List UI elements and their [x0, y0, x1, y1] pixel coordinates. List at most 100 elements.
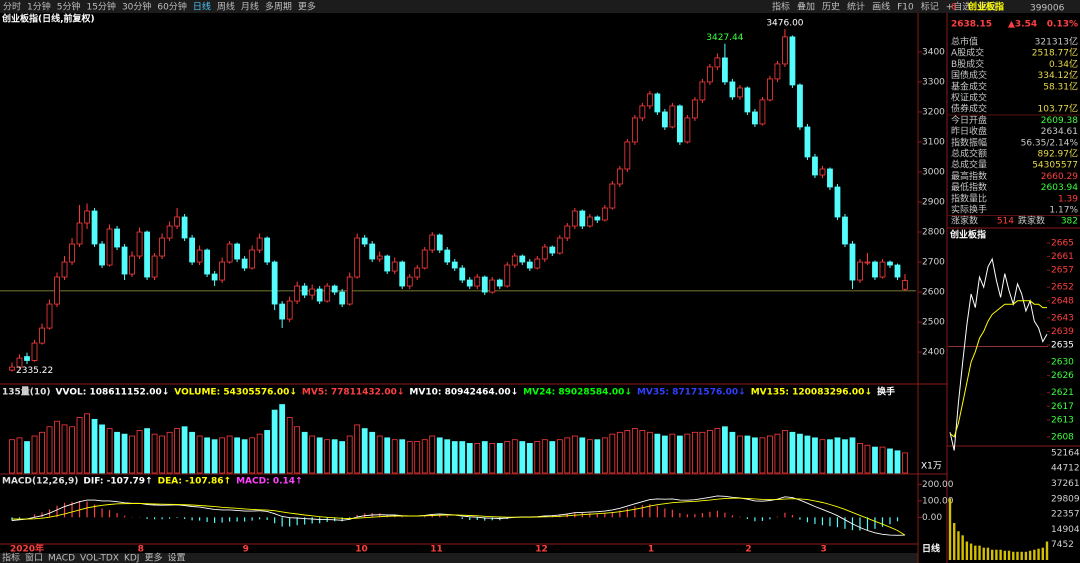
- y-tick-label: 3400: [922, 47, 945, 57]
- volume-bar: [399, 439, 406, 474]
- candle-body: [444, 249, 451, 263]
- volume-bar: [174, 428, 180, 474]
- tool-button[interactable]: 统计: [847, 1, 865, 13]
- volume-bar: [106, 428, 113, 474]
- candle-body: [301, 285, 308, 296]
- volume-bar: [684, 433, 691, 474]
- info-value: 0.34亿: [1049, 58, 1078, 70]
- candle-body: [654, 93, 661, 113]
- x-tick-label: 10: [355, 545, 368, 555]
- bottom-tab[interactable]: MACD: [48, 554, 75, 563]
- candle-body: [872, 261, 878, 278]
- info-value: 58.31亿: [1043, 80, 1078, 92]
- indicator-readout: VVOL: 108611152.00↓: [56, 388, 170, 398]
- toolbar-bg: [0, 0, 1080, 13]
- period-tab[interactable]: 15分钟: [86, 1, 115, 13]
- tool-button[interactable]: 画线: [872, 1, 890, 13]
- bottom-tab[interactable]: 窗口: [25, 552, 43, 563]
- period-tab[interactable]: 30分钟: [122, 1, 151, 13]
- volume-bar: [526, 442, 533, 474]
- y-tick-label: 2643: [1051, 313, 1074, 323]
- volume-bar: [211, 439, 218, 474]
- mini-volume-bar: [957, 531, 960, 560]
- bottom-bar-bg: [0, 553, 918, 563]
- info-value: 54305577: [1032, 161, 1078, 171]
- period-tab[interactable]: 更多: [298, 1, 316, 13]
- tool-button[interactable]: 返回: [978, 1, 996, 13]
- candle-body: [399, 261, 406, 287]
- x-tick-label: 11: [430, 545, 443, 555]
- period-tab[interactable]: 月线: [241, 1, 259, 13]
- volume-bar: [159, 435, 165, 474]
- candle-body: [481, 276, 488, 293]
- candle-body: [579, 210, 586, 227]
- volume-bar: [241, 439, 248, 474]
- volume-bar: [782, 430, 788, 474]
- info-value: 2609.38: [1041, 116, 1078, 126]
- bottom-tab[interactable]: KDJ: [124, 554, 140, 563]
- indicator-readout: MV5: 77811432.00↓: [302, 388, 405, 398]
- period-tab[interactable]: 分时: [3, 1, 21, 13]
- tool-button[interactable]: 指标: [772, 1, 790, 13]
- tool-button[interactable]: 标记: [921, 1, 939, 13]
- y-tick-label: 2400: [922, 348, 945, 358]
- volume-bar: [136, 430, 143, 474]
- candle-body: [99, 243, 105, 266]
- tool-button[interactable]: +自选: [946, 1, 972, 13]
- mini-volume-bar: [1045, 541, 1049, 560]
- period-tab[interactable]: 60分钟: [157, 1, 186, 13]
- info-label: A股成交: [951, 47, 984, 59]
- volume-bar: [309, 435, 316, 474]
- candle-body: [879, 261, 886, 278]
- volume-bar: [114, 431, 120, 474]
- info-label: 总成交额: [951, 148, 987, 160]
- volume-bar: [46, 426, 53, 474]
- volume-bar: [69, 426, 75, 474]
- mini-volume-bar: [986, 547, 990, 560]
- candle-body: [669, 105, 676, 128]
- y-tick-label: 37261: [1051, 479, 1080, 489]
- period-tab[interactable]: 1分钟: [27, 1, 51, 13]
- bottom-tab[interactable]: 更多: [144, 552, 162, 563]
- candle-body: [774, 63, 781, 80]
- info-value: 2634.61: [1041, 127, 1078, 137]
- candle-body: [609, 183, 616, 209]
- volume-bar: [459, 441, 466, 474]
- info-label: 总市值: [951, 36, 978, 48]
- y-tick-label: 3000: [922, 167, 945, 177]
- volume-bar: [834, 437, 841, 474]
- period-tab[interactable]: 日线: [193, 1, 211, 13]
- indicator-readout: 135量(10): [2, 386, 51, 398]
- y-tick-label: 52164: [1051, 448, 1080, 458]
- volume-bar: [616, 431, 623, 474]
- info-value: 2603.94: [1041, 183, 1078, 193]
- y-tick-label: 3200: [922, 107, 945, 117]
- volume-bar: [519, 441, 526, 474]
- macd-line: [11, 495, 906, 536]
- period-tab[interactable]: 周线: [217, 1, 235, 13]
- volume-bar: [361, 428, 368, 474]
- candle-body: [339, 291, 346, 305]
- tool-button[interactable]: F10: [897, 3, 914, 13]
- bottom-tab[interactable]: 指标: [2, 552, 20, 563]
- candle-body: [857, 261, 863, 281]
- period-tab[interactable]: 5分钟: [57, 1, 81, 13]
- price-annotation: 3427.44: [706, 33, 743, 43]
- volume-bar: [9, 439, 15, 474]
- volume-bar: [879, 446, 886, 474]
- tool-button[interactable]: 叠加: [797, 2, 815, 13]
- volume-bar: [752, 437, 758, 474]
- info-value: 514: [997, 217, 1014, 227]
- candle-body: [894, 264, 901, 278]
- indicator-readout: MV24: 89028584.00↓: [523, 388, 632, 398]
- period-tab[interactable]: 多周期: [265, 1, 292, 13]
- chart-title: 创业板指(日线,前复权): [1, 13, 95, 25]
- candle-body: [264, 237, 271, 263]
- bottom-tab[interactable]: 设置: [167, 553, 185, 563]
- bottom-tab[interactable]: VOL-TDX: [80, 554, 119, 563]
- tool-button[interactable]: 历史: [822, 1, 840, 13]
- volume-bar: [234, 437, 241, 474]
- candle-body: [466, 279, 473, 287]
- candle-body: [279, 303, 286, 320]
- y-tick-label: 3300: [922, 77, 945, 87]
